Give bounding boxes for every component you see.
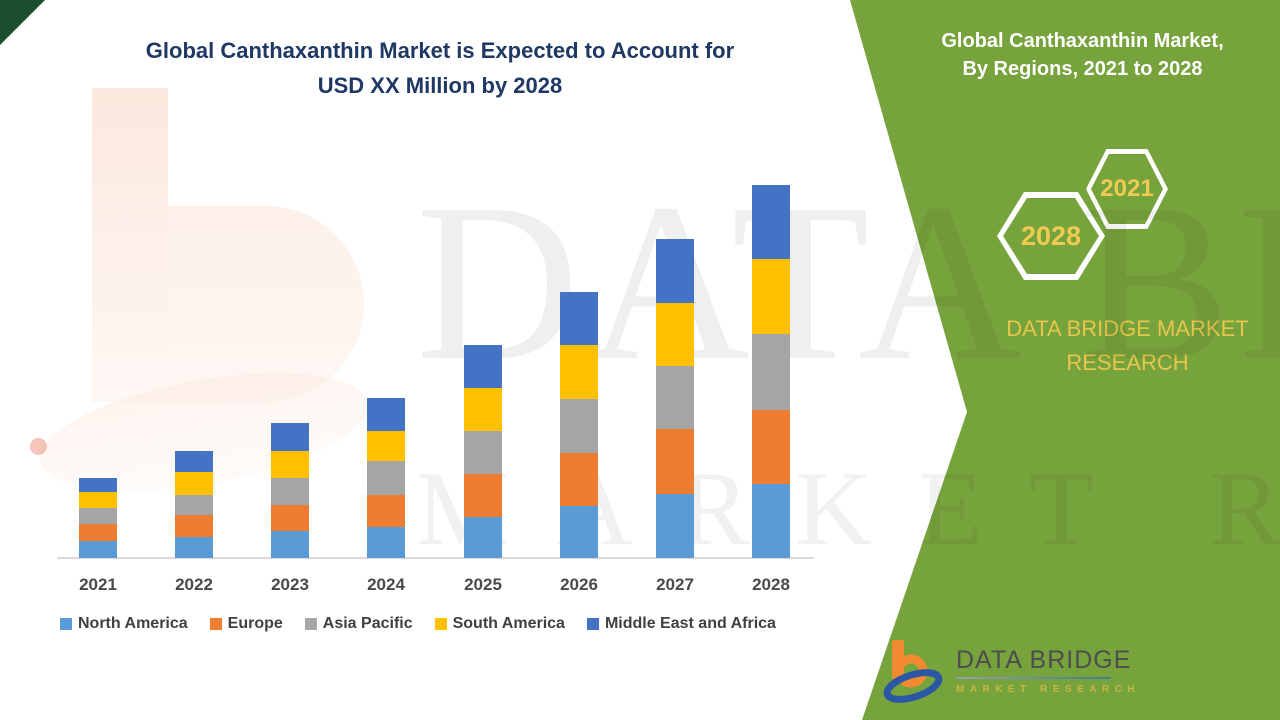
- bar-2025-middle-east-and-africa-segment: [464, 345, 502, 388]
- bar-2028-middle-east-and-africa-segment: [752, 185, 790, 259]
- legend-swatch-asia-pacific: [304, 618, 317, 630]
- company-logo-text: DATA BRIDGE MARKET RESEARCH: [956, 636, 1140, 706]
- hexagon-2028-label: 2028: [1003, 198, 1099, 274]
- company-logo-name: DATA BRIDGE: [956, 646, 1132, 674]
- bar-2023-south-america-segment: [271, 451, 309, 478]
- bar-2022-south-america-segment: [175, 472, 213, 495]
- x-axis-line: [57, 557, 814, 559]
- legend-item-middle-east-and-africa: Middle East and Africa: [586, 615, 776, 633]
- chart-title-line1: Global Canthaxanthin Market is Expected …: [145, 38, 735, 63]
- bar-2021-south-america-segment: [79, 492, 117, 508]
- legend-label-asia-pacific: Asia Pacific: [322, 615, 413, 632]
- x-axis-label-2028: 2028: [752, 575, 790, 594]
- legend-label-south-america: South America: [452, 615, 565, 632]
- x-axis-label-2025: 2025: [464, 575, 502, 594]
- legend-item-north-america: North America: [60, 615, 188, 633]
- watermark-logo-stem: [92, 88, 168, 402]
- x-axis-label-2026: 2026: [560, 575, 598, 594]
- bar-2026-europe-segment: [560, 453, 598, 506]
- company-logo-underline: [956, 677, 1111, 679]
- bar-2028-europe-segment: [752, 410, 790, 484]
- legend-item-asia-pacific: Asia Pacific: [304, 615, 413, 633]
- legend-label-europe: Europe: [227, 615, 283, 632]
- bar-2027-asia-pacific-segment: [656, 366, 694, 429]
- bar-2026-middle-east-and-africa-segment: [560, 292, 598, 345]
- bar-2027-south-america-segment: [656, 303, 694, 366]
- bar-2021-north-america-segment: [79, 541, 117, 558]
- watermark-logo-bowl: [168, 206, 364, 402]
- bar-2021-europe-segment: [79, 524, 117, 541]
- watermark-logo-dot: [30, 438, 47, 455]
- bar-2026-asia-pacific-segment: [560, 399, 598, 453]
- bar-2024-north-america-segment: [367, 527, 405, 558]
- x-axis-label-2022: 2022: [175, 575, 213, 594]
- bar-2024-middle-east-and-africa-segment: [367, 398, 405, 431]
- brand-wordmark-line2: RESEARCH: [1066, 350, 1189, 375]
- hexagon-2028: 2028: [997, 192, 1105, 280]
- legend-item-south-america: South America: [434, 615, 565, 633]
- bar-2025-south-america-segment: [464, 388, 502, 431]
- legend-label-north-america: North America: [78, 615, 188, 632]
- bar-2026-south-america-segment: [560, 345, 598, 399]
- corner-triangle-accent: [0, 0, 45, 45]
- bar-2022-europe-segment: [175, 515, 213, 537]
- bar-2027-middle-east-and-africa-segment: [656, 239, 694, 303]
- legend-swatch-north-america: [60, 618, 72, 630]
- bar-2025-asia-pacific-segment: [464, 431, 502, 474]
- bar-2021-middle-east-and-africa-segment: [79, 478, 117, 492]
- side-panel-title-line1: Global Canthaxanthin Market,: [941, 30, 1224, 52]
- legend-item-europe: Europe: [209, 615, 283, 633]
- bar-2023-europe-segment: [271, 505, 309, 531]
- chart-title: Global Canthaxanthin Market is Expected …: [70, 33, 810, 103]
- bar-2028-asia-pacific-segment: [752, 334, 790, 410]
- bar-2028-south-america-segment: [752, 259, 790, 334]
- chart-legend: North America Europe Asia Pacific South Ame…: [60, 615, 776, 633]
- x-axis-label-2023: 2023: [271, 575, 309, 594]
- bar-2022-middle-east-and-africa-segment: [175, 451, 213, 472]
- company-logo-icon: [883, 640, 943, 703]
- bar-2021-asia-pacific-segment: [79, 508, 117, 524]
- x-axis-label-2027: 2027: [656, 575, 694, 594]
- x-axis-label-2024: 2024: [367, 575, 405, 594]
- bar-2025-europe-segment: [464, 474, 502, 517]
- bar-2022-north-america-segment: [175, 537, 213, 558]
- bar-2024-asia-pacific-segment: [367, 461, 405, 495]
- bar-2027-europe-segment: [656, 429, 694, 494]
- side-panel-title-line2: By Regions, 2021 to 2028: [962, 58, 1203, 80]
- bar-2025-north-america-segment: [464, 517, 502, 558]
- bar-2023-asia-pacific-segment: [271, 478, 309, 505]
- hexagon-2021-label: 2021: [1091, 154, 1163, 224]
- bar-2028-north-america-segment: [752, 484, 790, 558]
- bar-2024-south-america-segment: [367, 431, 405, 461]
- bar-2023-middle-east-and-africa-segment: [271, 423, 309, 451]
- bar-2027-north-america-segment: [656, 494, 694, 558]
- bar-2023-north-america-segment: [271, 531, 309, 558]
- brand-wordmark: DATA BRIDGE MARKET RESEARCH: [955, 312, 1280, 380]
- legend-label-middle-east-and-africa: Middle East and Africa: [604, 615, 776, 632]
- legend-swatch-middle-east-and-africa: [586, 618, 599, 630]
- hexagon-2021: 2021: [1086, 149, 1168, 229]
- side-panel-title: Global Canthaxanthin Market, By Regions,…: [905, 27, 1260, 83]
- legend-swatch-europe: [209, 618, 222, 630]
- company-logo-tagline: MARKET RESEARCH: [956, 684, 1141, 695]
- chart-title-line2: USD XX Million by 2028: [317, 73, 563, 98]
- x-axis-label-2021: 2021: [79, 575, 117, 594]
- brand-wordmark-line1: DATA BRIDGE MARKET: [1006, 316, 1249, 341]
- bar-2026-north-america-segment: [560, 506, 598, 558]
- bar-2022-asia-pacific-segment: [175, 495, 213, 515]
- legend-swatch-south-america: [434, 618, 447, 630]
- company-logo: DATA BRIDGE MARKET RESEARCH: [876, 636, 1140, 706]
- bar-2024-europe-segment: [367, 495, 405, 527]
